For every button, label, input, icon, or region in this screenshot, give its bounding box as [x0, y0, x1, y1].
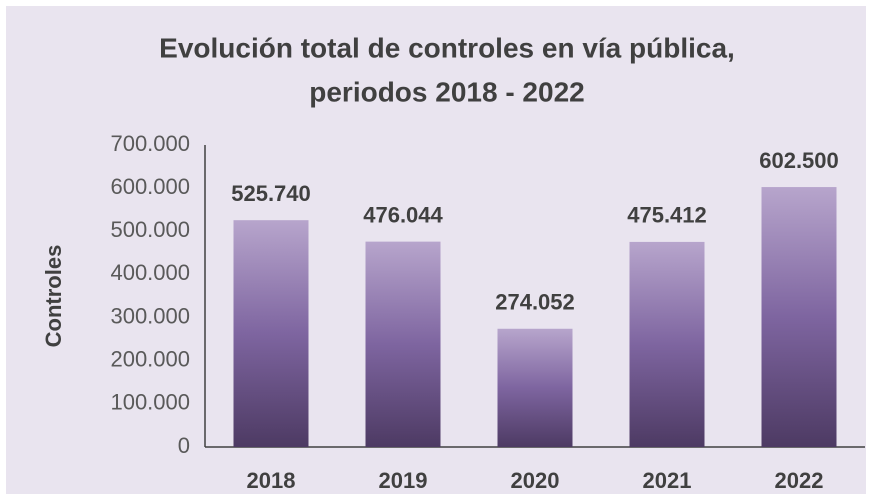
bar: [233, 220, 309, 447]
y-tick-label: 0: [178, 433, 190, 458]
x-tick-label: 2020: [511, 468, 560, 493]
y-tick-label: 700.000: [110, 131, 190, 156]
bar: [629, 241, 705, 447]
bar: [761, 187, 837, 448]
value-label: 475.412: [627, 203, 707, 228]
value-label: 525.740: [231, 181, 311, 206]
value-label: 274.052: [495, 290, 575, 315]
bar: [497, 328, 573, 447]
y-tick-label: 500.000: [110, 217, 190, 242]
y-tick-label: 200.000: [110, 347, 190, 372]
y-tick-label: 100.000: [110, 390, 190, 415]
y-tick-label: 600.000: [110, 174, 190, 199]
y-axis-label: Controles: [41, 245, 66, 348]
chart-title: Evolución total de controles en vía públ…: [159, 32, 735, 63]
x-tick-label: 2022: [775, 468, 824, 493]
chart-title: periodos 2018 - 2022: [309, 76, 584, 107]
x-tick-label: 2021: [643, 468, 692, 493]
value-label: 602.500: [759, 148, 839, 173]
x-tick-label: 2018: [247, 468, 296, 493]
x-tick-label: 2019: [379, 468, 428, 493]
bar: [365, 241, 441, 447]
y-tick-label: 400.000: [110, 260, 190, 285]
value-label: 476.044: [363, 202, 443, 227]
y-tick-label: 300.000: [110, 303, 190, 328]
